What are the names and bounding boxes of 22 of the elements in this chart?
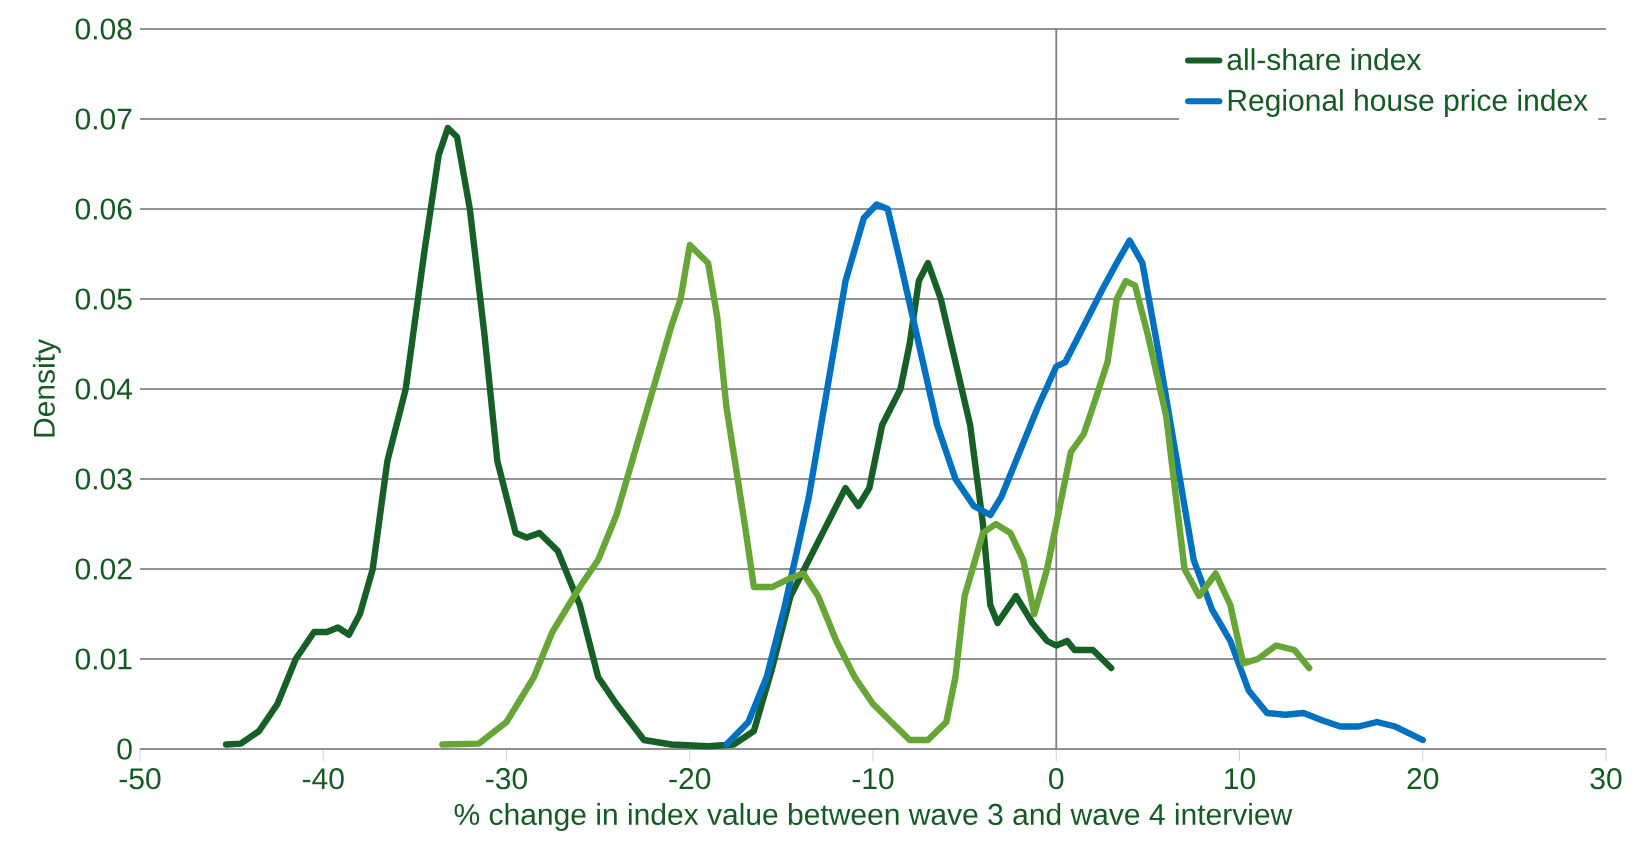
y-tick-label: 0.03 <box>75 468 132 490</box>
x-tick-label: 0 <box>1049 768 1064 790</box>
x-tick-label: 10 <box>1225 768 1255 790</box>
legend-label: Regional house price index <box>1228 88 1588 117</box>
y-tick-label: 0 <box>117 738 132 760</box>
y-tick-label: 0.05 <box>75 288 132 310</box>
y-tick-label: 0.01 <box>75 648 132 670</box>
y-tick-label: 0.02 <box>75 558 132 580</box>
x-tick-label: -40 <box>302 768 344 790</box>
x-tick-label: 20 <box>1407 768 1439 790</box>
y-tick-label: 0.07 <box>75 108 132 130</box>
x-axis-title: % change in index value between wave 3 and wave 4 interview <box>454 803 1293 831</box>
y-tick-label: 0.06 <box>75 198 132 220</box>
y-tick-label: 0.04 <box>75 378 133 400</box>
x-tick-label: -20 <box>669 768 711 790</box>
x-tick-label: -10 <box>852 768 894 790</box>
y-tick-label: 0.08 <box>75 18 132 40</box>
x-tick-label: 30 <box>1590 768 1622 790</box>
y-axis-title: Density <box>32 339 61 437</box>
legend-label: all-share index <box>1227 48 1422 71</box>
x-tick-label: -50 <box>119 768 161 790</box>
x-tick-label: -30 <box>486 768 527 790</box>
